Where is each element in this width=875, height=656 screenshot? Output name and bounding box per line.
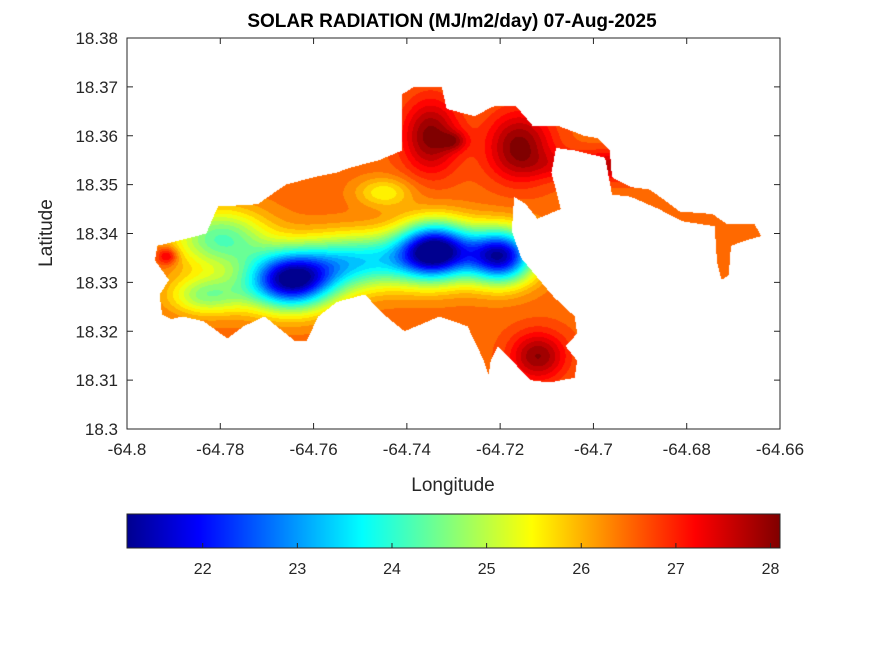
x-axis-ticks: -64.8 -64.78 -64.76 -64.74 -64.72 -64.7 -64.68…	[108, 38, 804, 459]
y-axis-ticks: 18.3 18.31 18.32 18.33 18.34 18.35 18.36 18.37 1…	[75, 29, 780, 439]
y-tick-label: 18.31	[75, 371, 118, 390]
y-axis-label: Latitude	[36, 199, 57, 267]
x-tick-label: -64.68	[663, 440, 711, 459]
colorbar-tick-label: 26	[572, 561, 590, 578]
colorbar-ticks: 22 23 24 25 26 27 28	[194, 543, 780, 578]
y-tick-label: 18.37	[75, 78, 118, 97]
colorbar-tick-label: 27	[667, 561, 685, 578]
x-tick-label: -64.72	[476, 440, 524, 459]
colorbar-gradient	[126, 513, 781, 549]
y-tick-label: 18.33	[75, 273, 118, 292]
y-tick-label: 18.36	[75, 127, 118, 146]
x-axis-label: Longitude	[411, 475, 494, 496]
y-tick-label: 18.3	[85, 420, 118, 439]
colorbar-tick-label: 23	[288, 561, 306, 578]
chart-title: SOLAR RADIATION (MJ/m2/day) 07-Aug-2025	[247, 11, 657, 32]
radiation-heatmap	[127, 38, 780, 429]
y-tick-label: 18.38	[75, 29, 118, 48]
colorbar-tick-label: 28	[762, 561, 780, 578]
x-tick-label: -64.66	[756, 440, 804, 459]
y-tick-label: 18.35	[75, 176, 118, 195]
colorbar-tick-label: 22	[194, 561, 212, 578]
x-tick-label: -64.74	[383, 440, 431, 459]
x-tick-label: -64.76	[289, 440, 337, 459]
y-tick-label: 18.32	[75, 322, 118, 341]
x-tick-label: -64.78	[196, 440, 244, 459]
colorbar-tick-label: 25	[478, 561, 496, 578]
radiation-field	[127, 38, 780, 429]
colorbar-tick-label: 24	[383, 561, 401, 578]
y-tick-label: 18.34	[75, 225, 118, 244]
colorbar: 22 23 24 25 26 27 28	[126, 513, 781, 578]
x-tick-label: -64.8	[108, 440, 147, 459]
x-tick-label: -64.7	[574, 440, 613, 459]
